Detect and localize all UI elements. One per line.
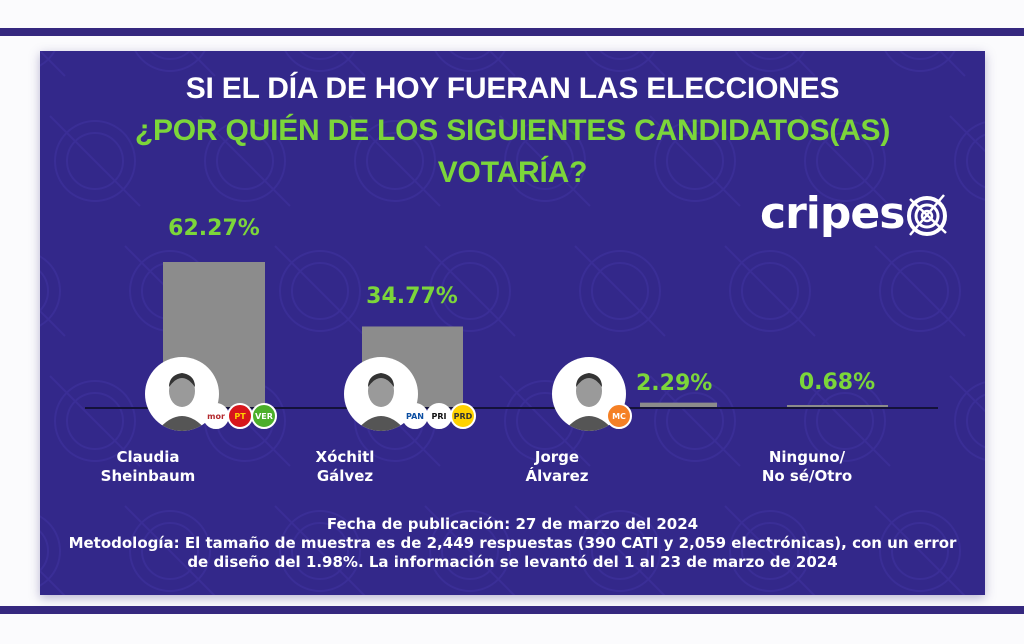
methodology-line-1: Metodología: El tamaño de muestra es de … bbox=[68, 534, 957, 552]
party-logo-pan: PAN bbox=[402, 403, 428, 429]
candidate-name: Xóchitl Gálvez bbox=[275, 448, 415, 486]
data-label-1: 34.77% bbox=[366, 284, 458, 309]
logo-text: cripes bbox=[760, 188, 905, 239]
bar-chart: 62.27% 34.77% 2.29% 0.68% bbox=[85, 216, 938, 409]
bar-3 bbox=[787, 405, 888, 408]
bottom-band bbox=[0, 606, 1024, 614]
party-logo-mc: MC bbox=[606, 403, 632, 429]
data-label-0: 62.27% bbox=[168, 216, 260, 241]
candidate-name-line1: Claudia bbox=[116, 448, 180, 466]
candidate-name-line1: Jorge bbox=[534, 448, 580, 466]
candidate-name: Ninguno/No sé/Otro bbox=[737, 448, 877, 486]
party-logo-morena: mor bbox=[203, 403, 229, 429]
data-label-2: 2.29% bbox=[636, 371, 712, 396]
party-logo-pt: PT bbox=[227, 403, 253, 429]
party-logo-pri: PRI bbox=[426, 403, 452, 429]
candidate-name: Jorge Álvarez bbox=[487, 448, 627, 486]
poll-panel: SI EL DÍA DE HOY FUERAN LAS ELECCIONES ¿… bbox=[40, 51, 985, 595]
title-line-2: ¿POR QUIÉN DE LOS SIGUIENTES CANDIDATOS(… bbox=[134, 114, 891, 147]
cripeso-logo: cripes bbox=[760, 189, 954, 239]
title-line-3: VOTARÍA? bbox=[437, 156, 588, 189]
target-crosshair-icon bbox=[907, 194, 948, 236]
party-logo-verde: VER bbox=[251, 403, 277, 429]
candidate-name-line2: Gálvez bbox=[316, 467, 374, 485]
methodology-line-2: de diseño del 1.98%. La información se l… bbox=[187, 553, 838, 571]
candidate-name-line2: No sé/Otro bbox=[761, 467, 853, 485]
top-band bbox=[0, 28, 1024, 36]
publication-date: Fecha de publicación: 27 de marzo del 20… bbox=[326, 515, 699, 533]
candidate-name: Claudia Sheinbaum bbox=[78, 448, 218, 486]
candidate-name-line2: Sheinbaum bbox=[100, 467, 196, 485]
candidate-name-line1: Ninguno/ bbox=[768, 448, 846, 466]
candidate-name-line1: Xóchitl bbox=[315, 448, 375, 466]
party-logo-prd: PRD bbox=[450, 403, 476, 429]
candidate-name-line2: Álvarez bbox=[525, 467, 589, 485]
data-label-3: 0.68% bbox=[799, 370, 875, 395]
bar-2 bbox=[640, 402, 717, 408]
title-line-1: SI EL DÍA DE HOY FUERAN LAS ELECCIONES bbox=[185, 72, 840, 105]
